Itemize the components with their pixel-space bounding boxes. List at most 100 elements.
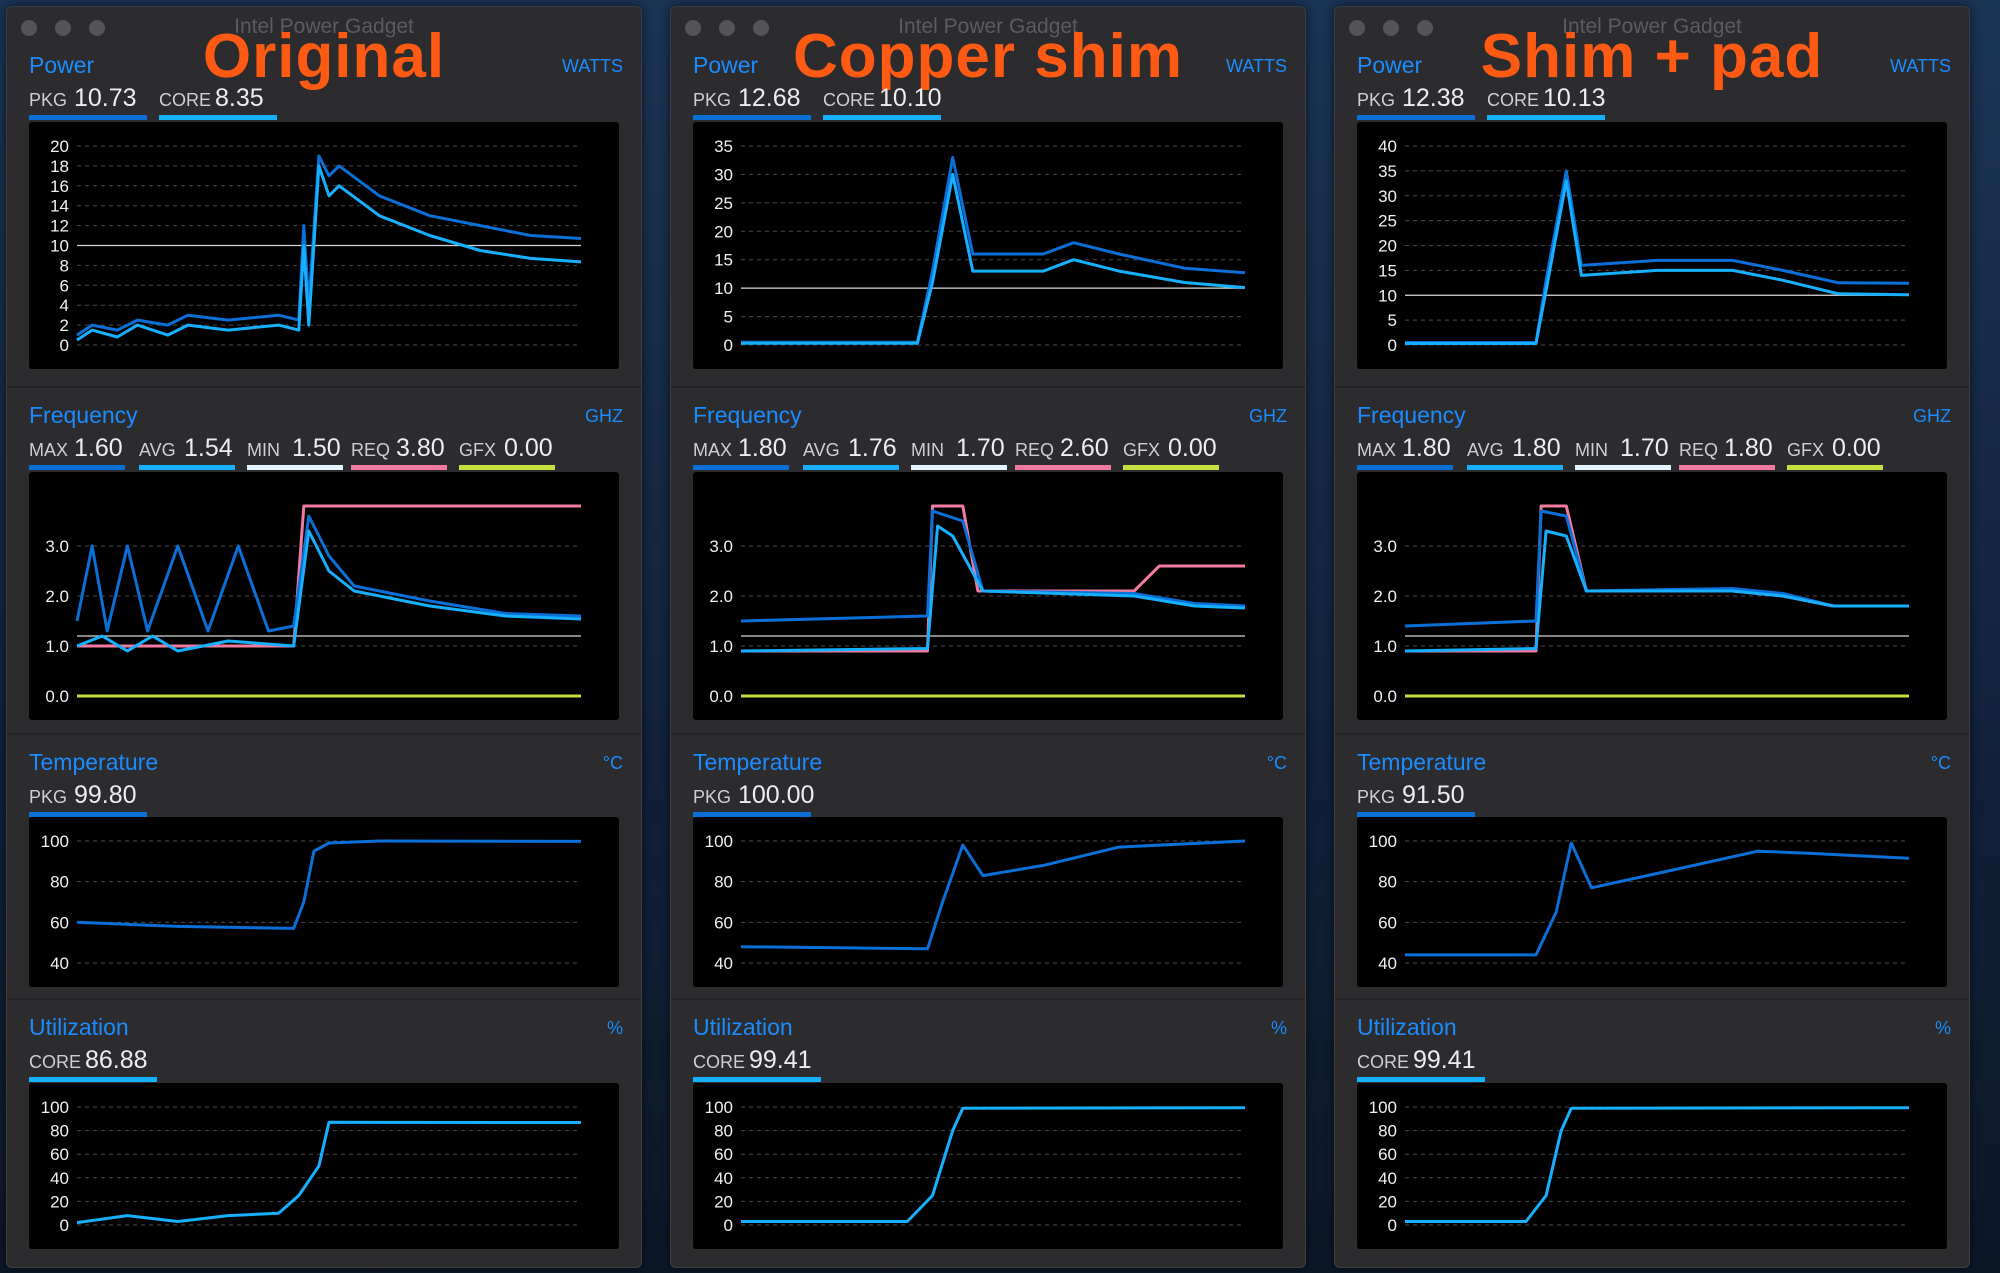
y-tick-label: 100 [1369,832,1397,851]
y-tick-label: 60 [714,913,733,932]
metric-core: CORE 99.41 [693,1046,821,1082]
metric-color-bar [1357,465,1453,470]
chart-canvas: 40 35 30 25 20 15 10 5 0 [1378,137,1910,355]
y-tick-label: 100 [705,1098,733,1117]
utilization-unit: % [606,1018,623,1038]
metric-min: MIN 1.50 [247,434,343,470]
temperature-chart: 100 80 60 40 [693,817,1283,987]
utilization-chart: 100 80 60 40 20 0 [693,1083,1283,1249]
y-tick-label: 60 [50,1145,69,1164]
metric-pkg: PKG 12.68 [693,84,811,120]
temperature-unit: °C [602,753,623,773]
y-tick-label: 80 [50,1122,69,1141]
metric-color-bar [693,115,811,120]
y-tick-label: 2 [60,316,69,335]
title-bar: Intel Power Gadget [671,7,1305,41]
metric-value: 1.80 [1512,434,1561,462]
chart-canvas: 3.0 2.0 1.0 0.0 [45,504,582,706]
power-chart: 40 35 30 25 20 15 10 5 0 [1357,122,1947,369]
close-button[interactable] [685,20,701,36]
y-tick-label: 80 [1378,1122,1397,1141]
y-tick-label: 2.0 [1373,587,1397,606]
minimize-button[interactable] [719,20,735,36]
series-line [1404,529,1909,653]
metric-color-bar [823,115,941,120]
metric-label: GFX [1123,440,1161,460]
metric-core: CORE 86.88 [29,1046,157,1082]
metric-req: REQ 2.60 [1015,434,1111,470]
y-tick-label: 80 [714,873,733,892]
metric-label: CORE [159,90,212,110]
metric-value: 1.80 [738,434,787,462]
metric-value: 99.80 [74,781,137,809]
metric-color-bar [459,465,555,470]
metric-value: 10.10 [879,84,942,112]
y-tick-label: 15 [714,251,733,270]
metric-value: 0.00 [1168,434,1217,462]
metric-gfx: GFX 0.00 [1123,434,1219,470]
y-tick-label: 1.0 [45,637,69,656]
y-tick-label: 10 [714,279,733,298]
y-tick-label: 25 [714,194,733,213]
overlay-caption: Copper shim [793,22,1183,91]
metric-pkg: PKG 12.38 [1357,84,1475,120]
y-tick-label: 1.0 [1373,637,1397,656]
metric-label: AVG [139,440,176,460]
zoom-button[interactable] [89,20,105,36]
series-line [740,524,1246,653]
y-tick-label: 3.0 [709,537,733,556]
zoom-button[interactable] [753,20,769,36]
chart-canvas: 100 80 60 40 20 0 [41,1098,582,1235]
metric-value: 12.38 [1402,84,1465,112]
metric-core: CORE 10.13 [1487,84,1606,120]
series-line [741,155,1246,344]
frequency-title: Frequency [1357,402,1466,428]
metric-label: GFX [1787,440,1825,460]
metric-label: PKG [29,90,68,110]
zoom-button[interactable] [1417,20,1433,36]
frequency-unit: GHZ [585,406,623,426]
metric-req: REQ 3.80 [351,434,447,470]
utilization-title: Utilization [29,1014,129,1040]
frequency-section: Frequency GHZ MAX 1.60 AVG 1.54 MIN 1.50 REQ 3.80… [7,402,641,482]
utilization-title: Utilization [1357,1014,1457,1040]
frequency-unit: GHZ [1913,406,1951,426]
frequency-title: Frequency [693,402,802,428]
metric-label: MAX [693,440,733,460]
chart-canvas: 100 80 60 40 20 0 [1369,1098,1910,1235]
metric-color-bar [1487,115,1605,120]
y-tick-label: 100 [1369,1098,1397,1117]
minimize-button[interactable] [1383,20,1399,36]
chart-canvas: 35 30 25 20 15 10 5 0 [714,137,1246,355]
y-tick-label: 100 [41,832,69,851]
metric-value: 10.13 [1543,84,1606,112]
series-line [740,839,1246,951]
overlay-caption: Shim + pad [1480,22,1824,91]
minimize-button[interactable] [55,20,71,36]
y-tick-label: 0.0 [1373,687,1397,706]
metric-value: 8.35 [215,84,264,112]
metric-label: CORE [823,90,876,110]
app-window: Intel Power Gadget Copper shim Power WATTS P… [670,6,1306,1268]
y-tick-label: 30 [1378,187,1397,206]
temperature-title: Temperature [693,749,823,775]
metric-label: MIN [911,440,944,460]
series-line [1405,169,1910,344]
metric-value: 3.80 [396,434,445,462]
metric-color-bar [1357,812,1475,817]
y-tick-label: 40 [714,1169,733,1188]
y-tick-label: 20 [50,137,69,156]
close-button[interactable] [1349,20,1365,36]
metric-label: MAX [1357,440,1397,460]
series-line [1404,509,1909,628]
y-tick-label: 14 [50,197,69,216]
metric-value: 1.80 [1724,434,1773,462]
chart-canvas: 3.0 2.0 1.0 0.0 [709,504,1246,706]
utilization-unit: % [1270,1018,1287,1038]
close-button[interactable] [21,20,37,36]
series-line [741,1106,1246,1223]
y-tick-label: 5 [724,308,733,327]
metric-color-bar [29,465,125,470]
y-tick-label: 3.0 [45,537,69,556]
